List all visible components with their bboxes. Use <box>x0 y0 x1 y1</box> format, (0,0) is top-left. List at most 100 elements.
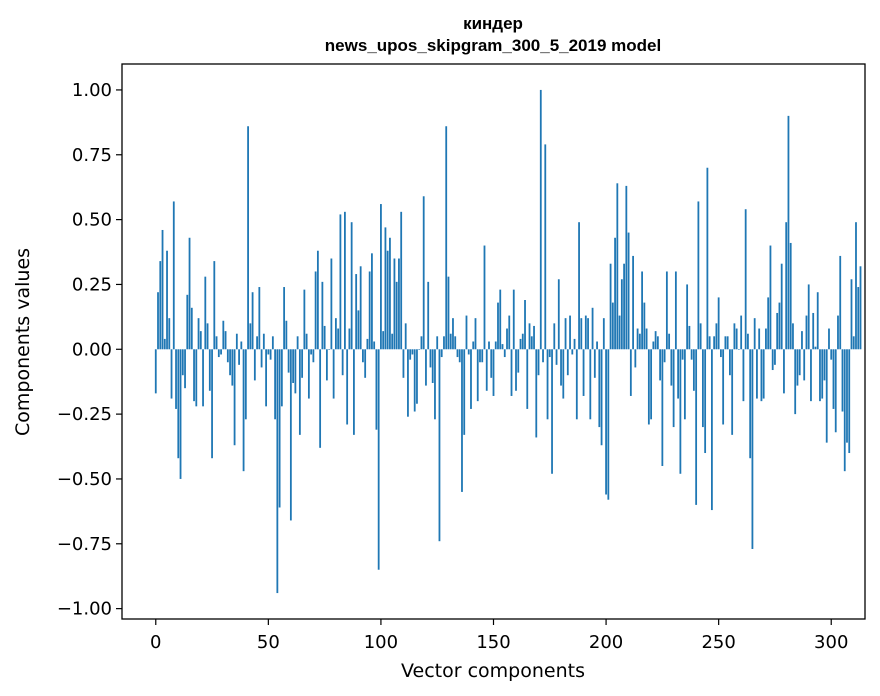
bar-197 <box>598 349 601 428</box>
bar-248 <box>713 336 716 350</box>
bar-154 <box>501 344 504 350</box>
bar-146 <box>483 245 486 350</box>
bar-12 <box>181 349 184 376</box>
bar-227 <box>665 271 668 350</box>
bar-274 <box>771 349 774 371</box>
bar-3 <box>161 229 164 350</box>
bar-80 <box>334 318 337 350</box>
bar-264 <box>749 349 752 459</box>
bar-139 <box>467 349 470 355</box>
bar-16 <box>190 307 193 350</box>
bar-189 <box>580 318 583 350</box>
chart-title: киндер <box>463 14 523 33</box>
chart-subtitle: news_upos_skipgram_300_5_2019 model <box>325 36 661 55</box>
bar-67 <box>305 333 308 350</box>
bar-104 <box>389 237 391 350</box>
bar-76 <box>325 349 328 381</box>
bar-136 <box>461 349 463 492</box>
bar-244 <box>704 349 707 454</box>
bar-168 <box>533 325 535 350</box>
bar-42 <box>249 323 252 350</box>
bar-130 <box>447 276 450 350</box>
bar-152 <box>497 302 499 350</box>
bar-158 <box>510 349 513 396</box>
bar-135 <box>458 349 461 363</box>
bar-308 <box>848 349 851 454</box>
bar-275 <box>774 349 776 365</box>
y-axis-label: Components values <box>12 248 34 436</box>
bar-88 <box>353 349 355 435</box>
bar-272 <box>767 297 770 350</box>
bar-279 <box>783 349 785 394</box>
bar-63 <box>296 336 299 350</box>
bar-62 <box>294 349 297 394</box>
bar-176 <box>551 349 553 474</box>
bar-210 <box>627 232 630 350</box>
bar-222 <box>654 331 657 350</box>
bar-57 <box>283 287 286 350</box>
bar-148 <box>488 341 490 350</box>
bar-302 <box>834 349 837 433</box>
bar-65 <box>301 349 304 378</box>
bar-220 <box>650 349 653 420</box>
bar-83 <box>341 349 344 376</box>
bar-278 <box>780 263 783 350</box>
bar-309 <box>850 279 853 350</box>
bar-121 <box>427 281 430 350</box>
bar-297 <box>823 349 826 381</box>
bar-5 <box>166 250 168 350</box>
bar-74 <box>321 281 324 350</box>
bar-293 <box>814 346 817 350</box>
bar-144 <box>479 349 481 363</box>
bar-55 <box>278 349 281 508</box>
bar-225 <box>661 349 664 466</box>
bar-286 <box>798 349 801 376</box>
bar-280 <box>785 222 788 350</box>
bar-53 <box>274 349 276 420</box>
x-tick-label-5: 250 <box>701 632 735 653</box>
bar-243 <box>701 349 704 428</box>
bar-47 <box>260 349 263 368</box>
bar-207 <box>620 279 623 350</box>
bar-311 <box>855 222 857 350</box>
bar-257 <box>733 323 736 350</box>
bar-307 <box>846 349 848 443</box>
bar-17 <box>193 349 195 402</box>
bar-292 <box>812 312 815 350</box>
bar-0 <box>154 349 157 394</box>
bar-199 <box>602 318 605 350</box>
bar-289 <box>805 315 808 350</box>
bar-56 <box>280 349 283 407</box>
bar-183 <box>566 349 569 376</box>
bar-295 <box>819 349 821 402</box>
bar-193 <box>589 349 592 420</box>
bar-208 <box>623 263 625 350</box>
bar-155 <box>503 349 506 358</box>
bar-85 <box>346 349 349 425</box>
bar-19 <box>197 318 200 350</box>
bar-226 <box>663 349 666 363</box>
bar-300 <box>830 349 833 360</box>
bar-51 <box>269 349 272 360</box>
bar-38 <box>240 341 243 350</box>
bar-70 <box>312 349 315 363</box>
bar-242 <box>699 323 702 350</box>
bar-92 <box>362 349 364 363</box>
bar-27 <box>215 336 218 350</box>
bar-174 <box>546 349 549 420</box>
bar-163 <box>521 333 524 350</box>
bar-232 <box>677 349 680 399</box>
bar-132 <box>452 318 454 350</box>
bar-1 <box>157 292 159 350</box>
bar-124 <box>434 349 436 420</box>
bar-107 <box>395 281 398 350</box>
bar-13 <box>184 349 186 389</box>
bar-145 <box>481 349 484 363</box>
bar-198 <box>600 349 603 446</box>
y-tick-label-6: 0.50 <box>72 210 112 231</box>
bar-4 <box>163 338 166 350</box>
bar-164 <box>524 300 526 350</box>
bar-195 <box>593 349 596 378</box>
bar-106 <box>393 258 396 350</box>
bar-115 <box>413 349 416 412</box>
